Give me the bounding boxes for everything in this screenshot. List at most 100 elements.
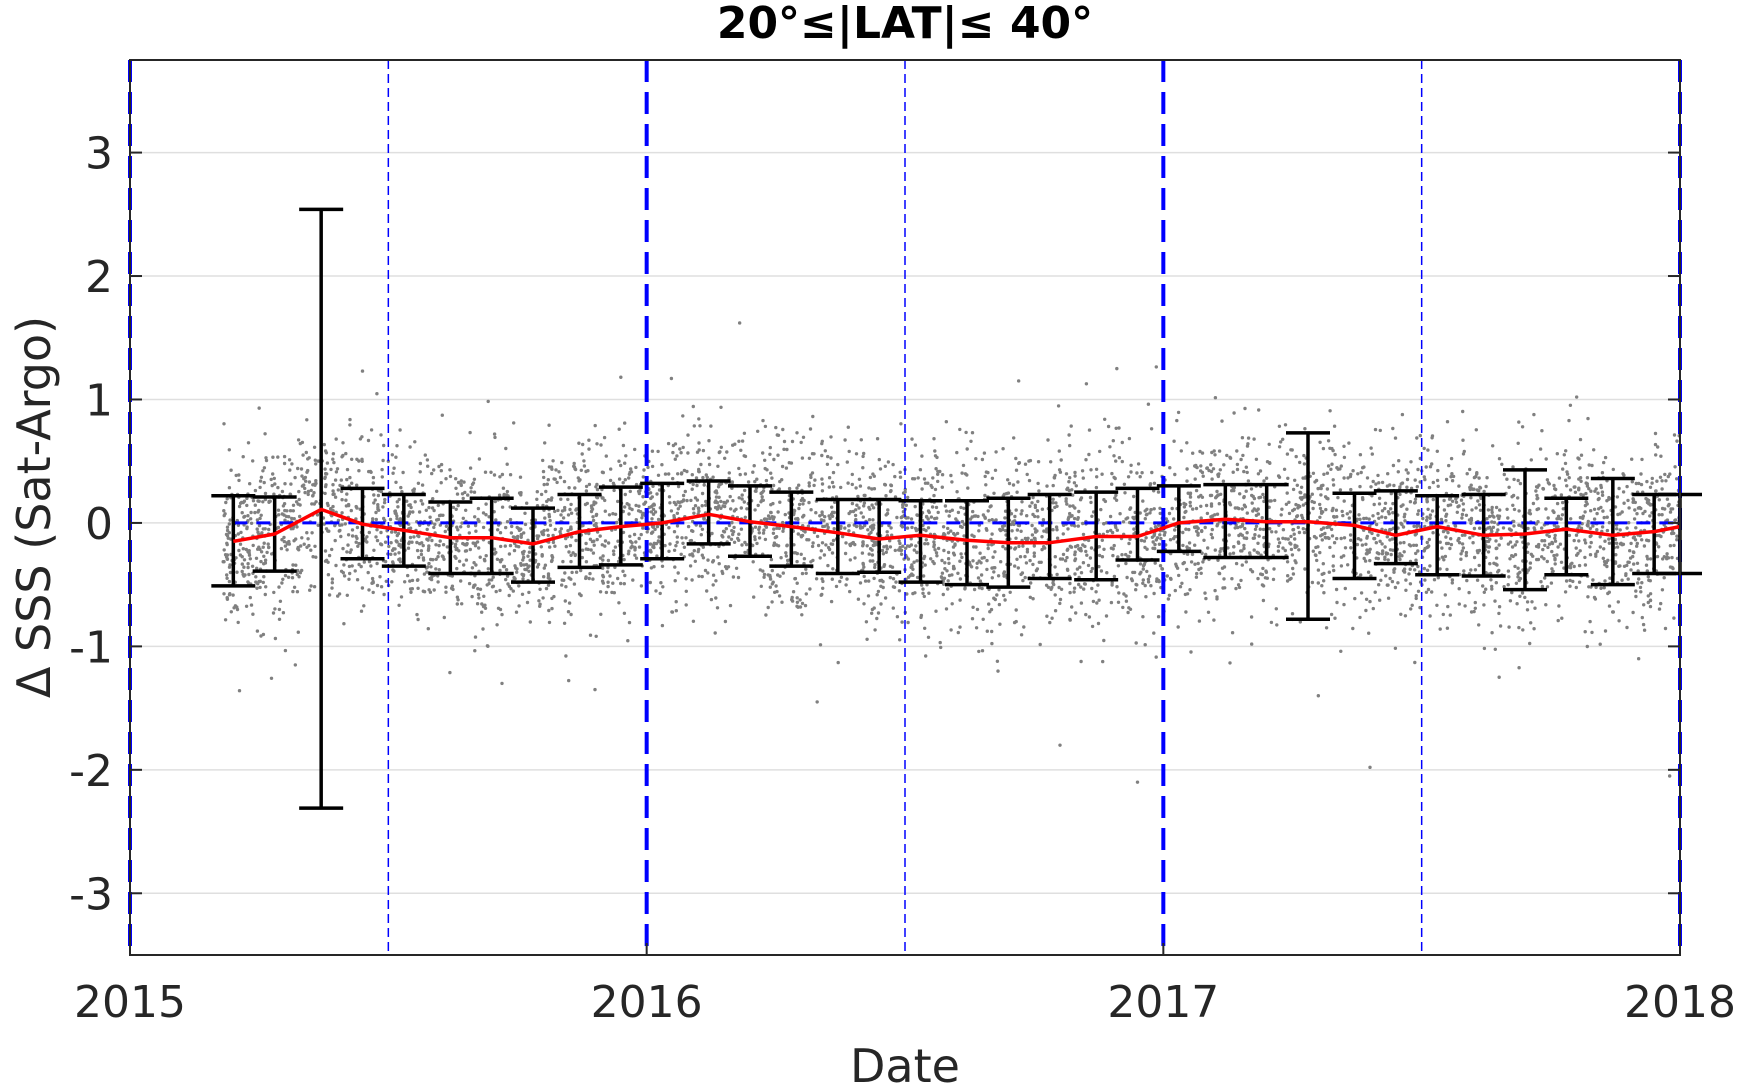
scatter-point [309, 548, 313, 552]
scatter-point [296, 438, 301, 442]
scatter-point [283, 648, 288, 653]
scatter-point [898, 541, 902, 546]
scatter-point [1502, 585, 1506, 589]
scatter-point [1290, 553, 1295, 557]
scatter-point [1588, 553, 1593, 557]
scatter-point [1454, 500, 1459, 504]
scatter-point [977, 529, 981, 533]
scatter-point [1391, 426, 1395, 431]
scatter-point [1182, 515, 1186, 520]
scatter-point [492, 547, 497, 551]
scatter-point [1511, 503, 1515, 507]
scatter-point [1252, 548, 1256, 552]
scatter-point [1298, 496, 1303, 500]
scatter-point [375, 561, 379, 566]
scatter-point [637, 504, 641, 508]
scatter-point [940, 576, 944, 580]
scatter-point [462, 563, 466, 567]
scatter-point [389, 541, 393, 545]
scatter-point [1215, 489, 1219, 494]
scatter-point [1374, 541, 1379, 545]
scatter-point [598, 590, 603, 594]
scatter-point [1277, 445, 1282, 449]
scatter-point [1032, 554, 1037, 558]
scatter-point [594, 634, 598, 638]
scatter-point [850, 472, 854, 477]
scatter-point [807, 481, 811, 485]
scatter-point [1622, 564, 1627, 568]
scatter-point [356, 544, 360, 548]
scatter-point [1413, 497, 1418, 501]
scatter-point [1415, 436, 1419, 440]
scatter-point [1124, 561, 1128, 566]
scatter-point [1516, 441, 1520, 445]
scatter-point [661, 585, 665, 589]
scatter-point [1342, 455, 1347, 460]
scatter-point [258, 516, 262, 521]
scatter-point [1387, 512, 1391, 516]
scatter-point [324, 483, 328, 487]
scatter-point [660, 623, 665, 628]
scatter-point [1204, 596, 1208, 601]
scatter-point [505, 520, 510, 524]
scatter-point [617, 427, 621, 431]
scatter-point [553, 544, 557, 548]
scatter-point [1087, 452, 1091, 457]
scatter-point [1369, 446, 1373, 450]
scatter-point [1097, 545, 1102, 549]
scatter-point [1262, 479, 1266, 483]
scatter-point [263, 558, 268, 562]
scatter-point [1134, 641, 1138, 645]
scatter-point [946, 526, 950, 531]
scatter-point [1672, 531, 1676, 535]
scatter-point [931, 476, 935, 480]
scatter-point [949, 473, 953, 478]
scatter-point [1498, 508, 1502, 512]
scatter-point [897, 548, 901, 552]
scatter-point [921, 574, 926, 578]
scatter-points [221, 321, 1682, 784]
scatter-point [1316, 568, 1321, 572]
scatter-point [697, 509, 701, 513]
scatter-point [1472, 526, 1477, 531]
scatter-point [633, 553, 637, 557]
scatter-point [244, 604, 249, 608]
scatter-point [889, 489, 893, 493]
scatter-point [606, 580, 610, 584]
scatter-point [430, 506, 435, 510]
scatter-point [734, 507, 738, 511]
scatter-point [1516, 575, 1520, 579]
scatter-point [1415, 485, 1420, 489]
scatter-point [376, 503, 380, 507]
scatter-point [251, 459, 255, 463]
scatter-point [990, 532, 994, 536]
scatter-point [297, 497, 301, 502]
scatter-point [1342, 444, 1346, 448]
scatter-point [1061, 523, 1066, 527]
scatter-point [988, 505, 992, 509]
scatter-point [1187, 527, 1191, 532]
scatter-point [1166, 597, 1171, 601]
scatter-point [910, 437, 914, 441]
scatter-point [1174, 497, 1178, 501]
scatter-point [1294, 502, 1298, 507]
scatter-point [1334, 587, 1339, 592]
scatter-point [591, 551, 596, 555]
scatter-point [782, 447, 786, 451]
scatter-point [682, 468, 687, 473]
scatter-point [992, 570, 996, 574]
scatter-point [648, 542, 653, 546]
scatter-point [307, 480, 312, 484]
scatter-point [1204, 552, 1208, 557]
scatter-point [1258, 469, 1263, 473]
scatter-point [623, 492, 627, 497]
scatter-point [657, 535, 661, 539]
scatter-point [1335, 600, 1339, 605]
scatter-point [1663, 626, 1668, 631]
scatter-point [306, 537, 310, 541]
scatter-point [642, 502, 647, 506]
scatter-point [1228, 503, 1233, 507]
scatter-point [1291, 572, 1296, 576]
scatter-point [764, 525, 769, 529]
scatter-point [820, 510, 824, 514]
